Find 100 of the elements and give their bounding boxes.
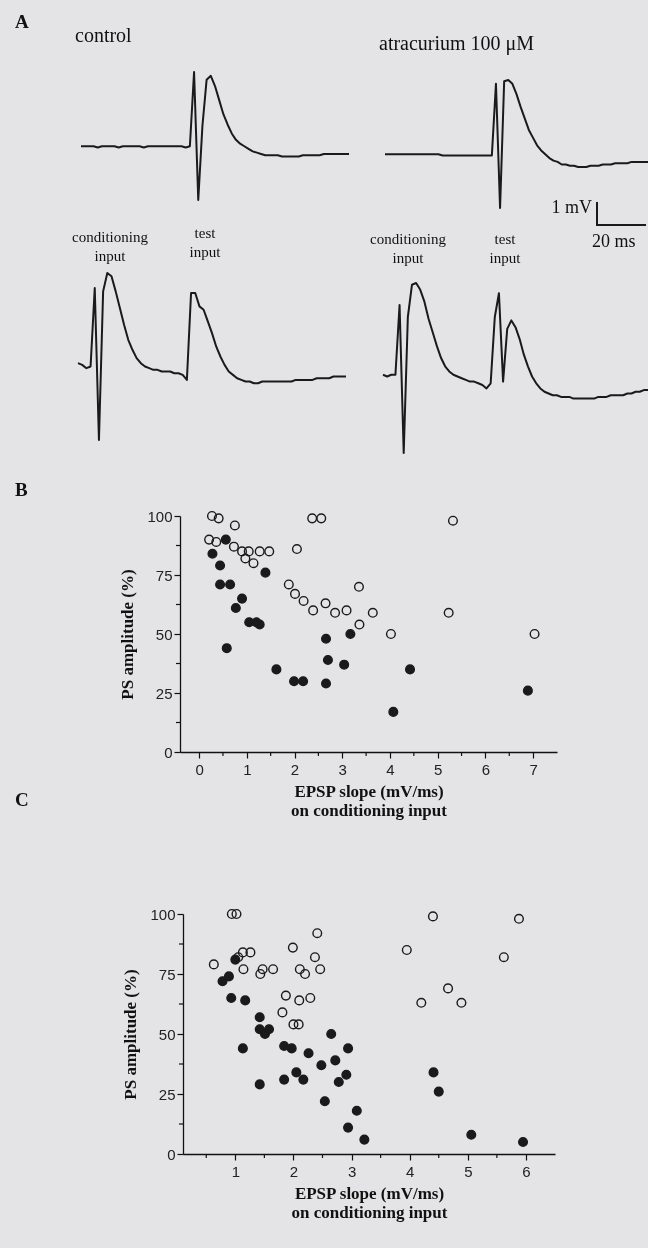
point xyxy=(307,513,318,524)
x-tick-label: 7 xyxy=(529,760,538,778)
point xyxy=(279,1040,290,1052)
point xyxy=(343,1043,354,1054)
text: B xyxy=(15,479,28,500)
y-tick-label: 100 xyxy=(147,507,173,525)
point xyxy=(215,579,226,590)
point xyxy=(308,605,319,616)
point xyxy=(316,1060,327,1071)
x-tick-label: 2 xyxy=(290,760,300,778)
x-axis-title: EPSP slope (mV/ms) on conditioning input xyxy=(291,1183,448,1222)
point xyxy=(254,1012,265,1023)
point xyxy=(237,1043,248,1054)
point xyxy=(443,983,454,994)
point xyxy=(343,1122,354,1133)
point xyxy=(229,520,240,531)
y-tick-label: 25 xyxy=(155,684,173,702)
point xyxy=(245,947,256,958)
point xyxy=(312,928,323,939)
annotation: 1 mV xyxy=(551,197,592,217)
y-tick-label: 75 xyxy=(155,566,173,584)
point xyxy=(518,1136,529,1148)
x-tick-label: 5 xyxy=(464,1162,473,1180)
point xyxy=(207,548,218,559)
point xyxy=(279,1074,290,1085)
point xyxy=(401,944,412,956)
point xyxy=(466,1129,477,1140)
x-tick-label: 4 xyxy=(386,760,395,778)
point xyxy=(294,964,305,975)
point xyxy=(264,1024,275,1035)
point xyxy=(237,546,248,557)
point xyxy=(283,579,294,590)
point xyxy=(248,558,259,569)
point xyxy=(303,1048,314,1059)
y-tick-label: 0 xyxy=(164,743,173,761)
point xyxy=(243,546,254,557)
point xyxy=(353,581,364,592)
y-tick-label: 75 xyxy=(158,965,176,983)
y-tick-label: 100 xyxy=(150,905,176,923)
point xyxy=(237,947,248,958)
point xyxy=(280,990,291,1001)
point xyxy=(529,628,540,640)
point xyxy=(225,579,236,590)
point xyxy=(388,706,399,717)
y-axis-title: PS amplitude (%) xyxy=(118,569,138,700)
x-tick-label: 1 xyxy=(243,760,252,778)
x-tick-label: 3 xyxy=(338,760,347,778)
point xyxy=(291,544,302,555)
point xyxy=(221,643,232,654)
point xyxy=(309,952,320,963)
point xyxy=(333,1076,344,1088)
x-axis-title: EPSP slope (mV/ms) on conditioning input xyxy=(291,781,448,820)
y-tick-label: 0 xyxy=(167,1145,176,1163)
point xyxy=(427,911,438,922)
point xyxy=(354,619,365,630)
point xyxy=(208,959,219,970)
text: C xyxy=(15,789,29,810)
point xyxy=(359,1134,370,1145)
point xyxy=(254,1079,265,1090)
point xyxy=(255,968,266,980)
point xyxy=(213,513,224,524)
point xyxy=(330,1055,341,1066)
point xyxy=(220,534,231,545)
point xyxy=(293,1019,304,1030)
point xyxy=(254,546,265,557)
point xyxy=(341,605,352,616)
point xyxy=(240,553,251,564)
point xyxy=(289,588,301,599)
chart-title: atracurium 100 μM xyxy=(379,32,535,55)
point xyxy=(428,1067,439,1078)
point xyxy=(319,1096,330,1107)
point xyxy=(215,560,226,571)
point xyxy=(240,995,251,1006)
point xyxy=(513,913,524,924)
x-tick-label: 3 xyxy=(347,1162,357,1180)
point xyxy=(298,1074,309,1085)
point xyxy=(226,992,237,1004)
text: test input xyxy=(189,225,222,260)
point xyxy=(367,607,378,618)
y-tick-label: 50 xyxy=(155,625,173,643)
point xyxy=(447,515,458,526)
point xyxy=(300,968,311,980)
point xyxy=(315,964,326,975)
text: 20 ms xyxy=(592,231,636,251)
point xyxy=(305,992,316,1004)
point xyxy=(330,607,341,618)
x-tick-label: 2 xyxy=(289,1162,299,1180)
point xyxy=(321,633,332,644)
x-tick-label: 6 xyxy=(481,760,491,778)
point xyxy=(385,628,396,640)
point xyxy=(257,964,268,975)
text: A xyxy=(15,11,29,32)
point xyxy=(320,598,331,609)
point xyxy=(204,534,215,545)
point xyxy=(277,1007,288,1018)
point xyxy=(237,593,248,604)
point xyxy=(286,1043,297,1054)
point xyxy=(288,1019,299,1030)
x-tick-label: 0 xyxy=(195,760,204,778)
x-tick-label: 5 xyxy=(434,760,443,778)
